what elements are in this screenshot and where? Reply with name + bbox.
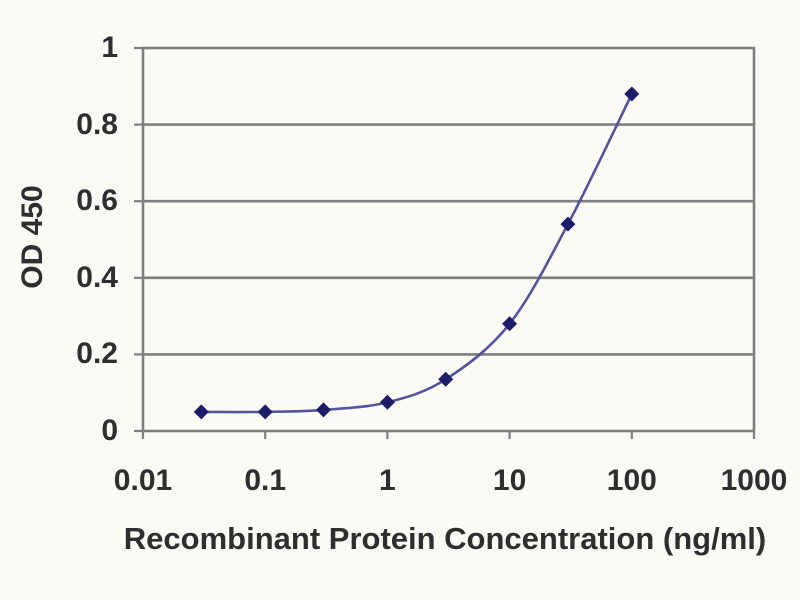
data-point-marker: [193, 404, 209, 420]
data-point-marker: [316, 402, 332, 418]
x-tick-label: 100: [606, 464, 657, 497]
plot-frame: [141, 46, 756, 433]
data-point-marker: [379, 394, 395, 410]
y-tick-label: 0.4: [76, 260, 118, 294]
y-tick-label: 0.8: [76, 107, 118, 141]
x-tick-label: 1000: [720, 464, 788, 497]
series-line: [201, 93, 633, 414]
y-tick-label: 1: [101, 31, 118, 64]
data-point-marker: [257, 404, 273, 420]
data-point-marker: [560, 216, 576, 232]
x-tick-label: 1: [379, 464, 396, 497]
y-tick-label: 0: [101, 414, 118, 447]
x-tick-label: 0.1: [244, 464, 287, 497]
x-tick-label: 0.01: [113, 464, 173, 497]
data-point-marker: [502, 316, 518, 332]
y-axis-title: OD 450: [16, 185, 49, 289]
y-tick-label: 0.6: [76, 184, 118, 218]
data-point-marker: [624, 86, 640, 102]
x-tick-label: 10: [492, 464, 527, 497]
data-point-marker: [438, 371, 454, 387]
x-axis-title: Recombinant Protein Concentration (ng/ml…: [123, 521, 767, 556]
y-tick-label: 0.2: [76, 337, 118, 371]
